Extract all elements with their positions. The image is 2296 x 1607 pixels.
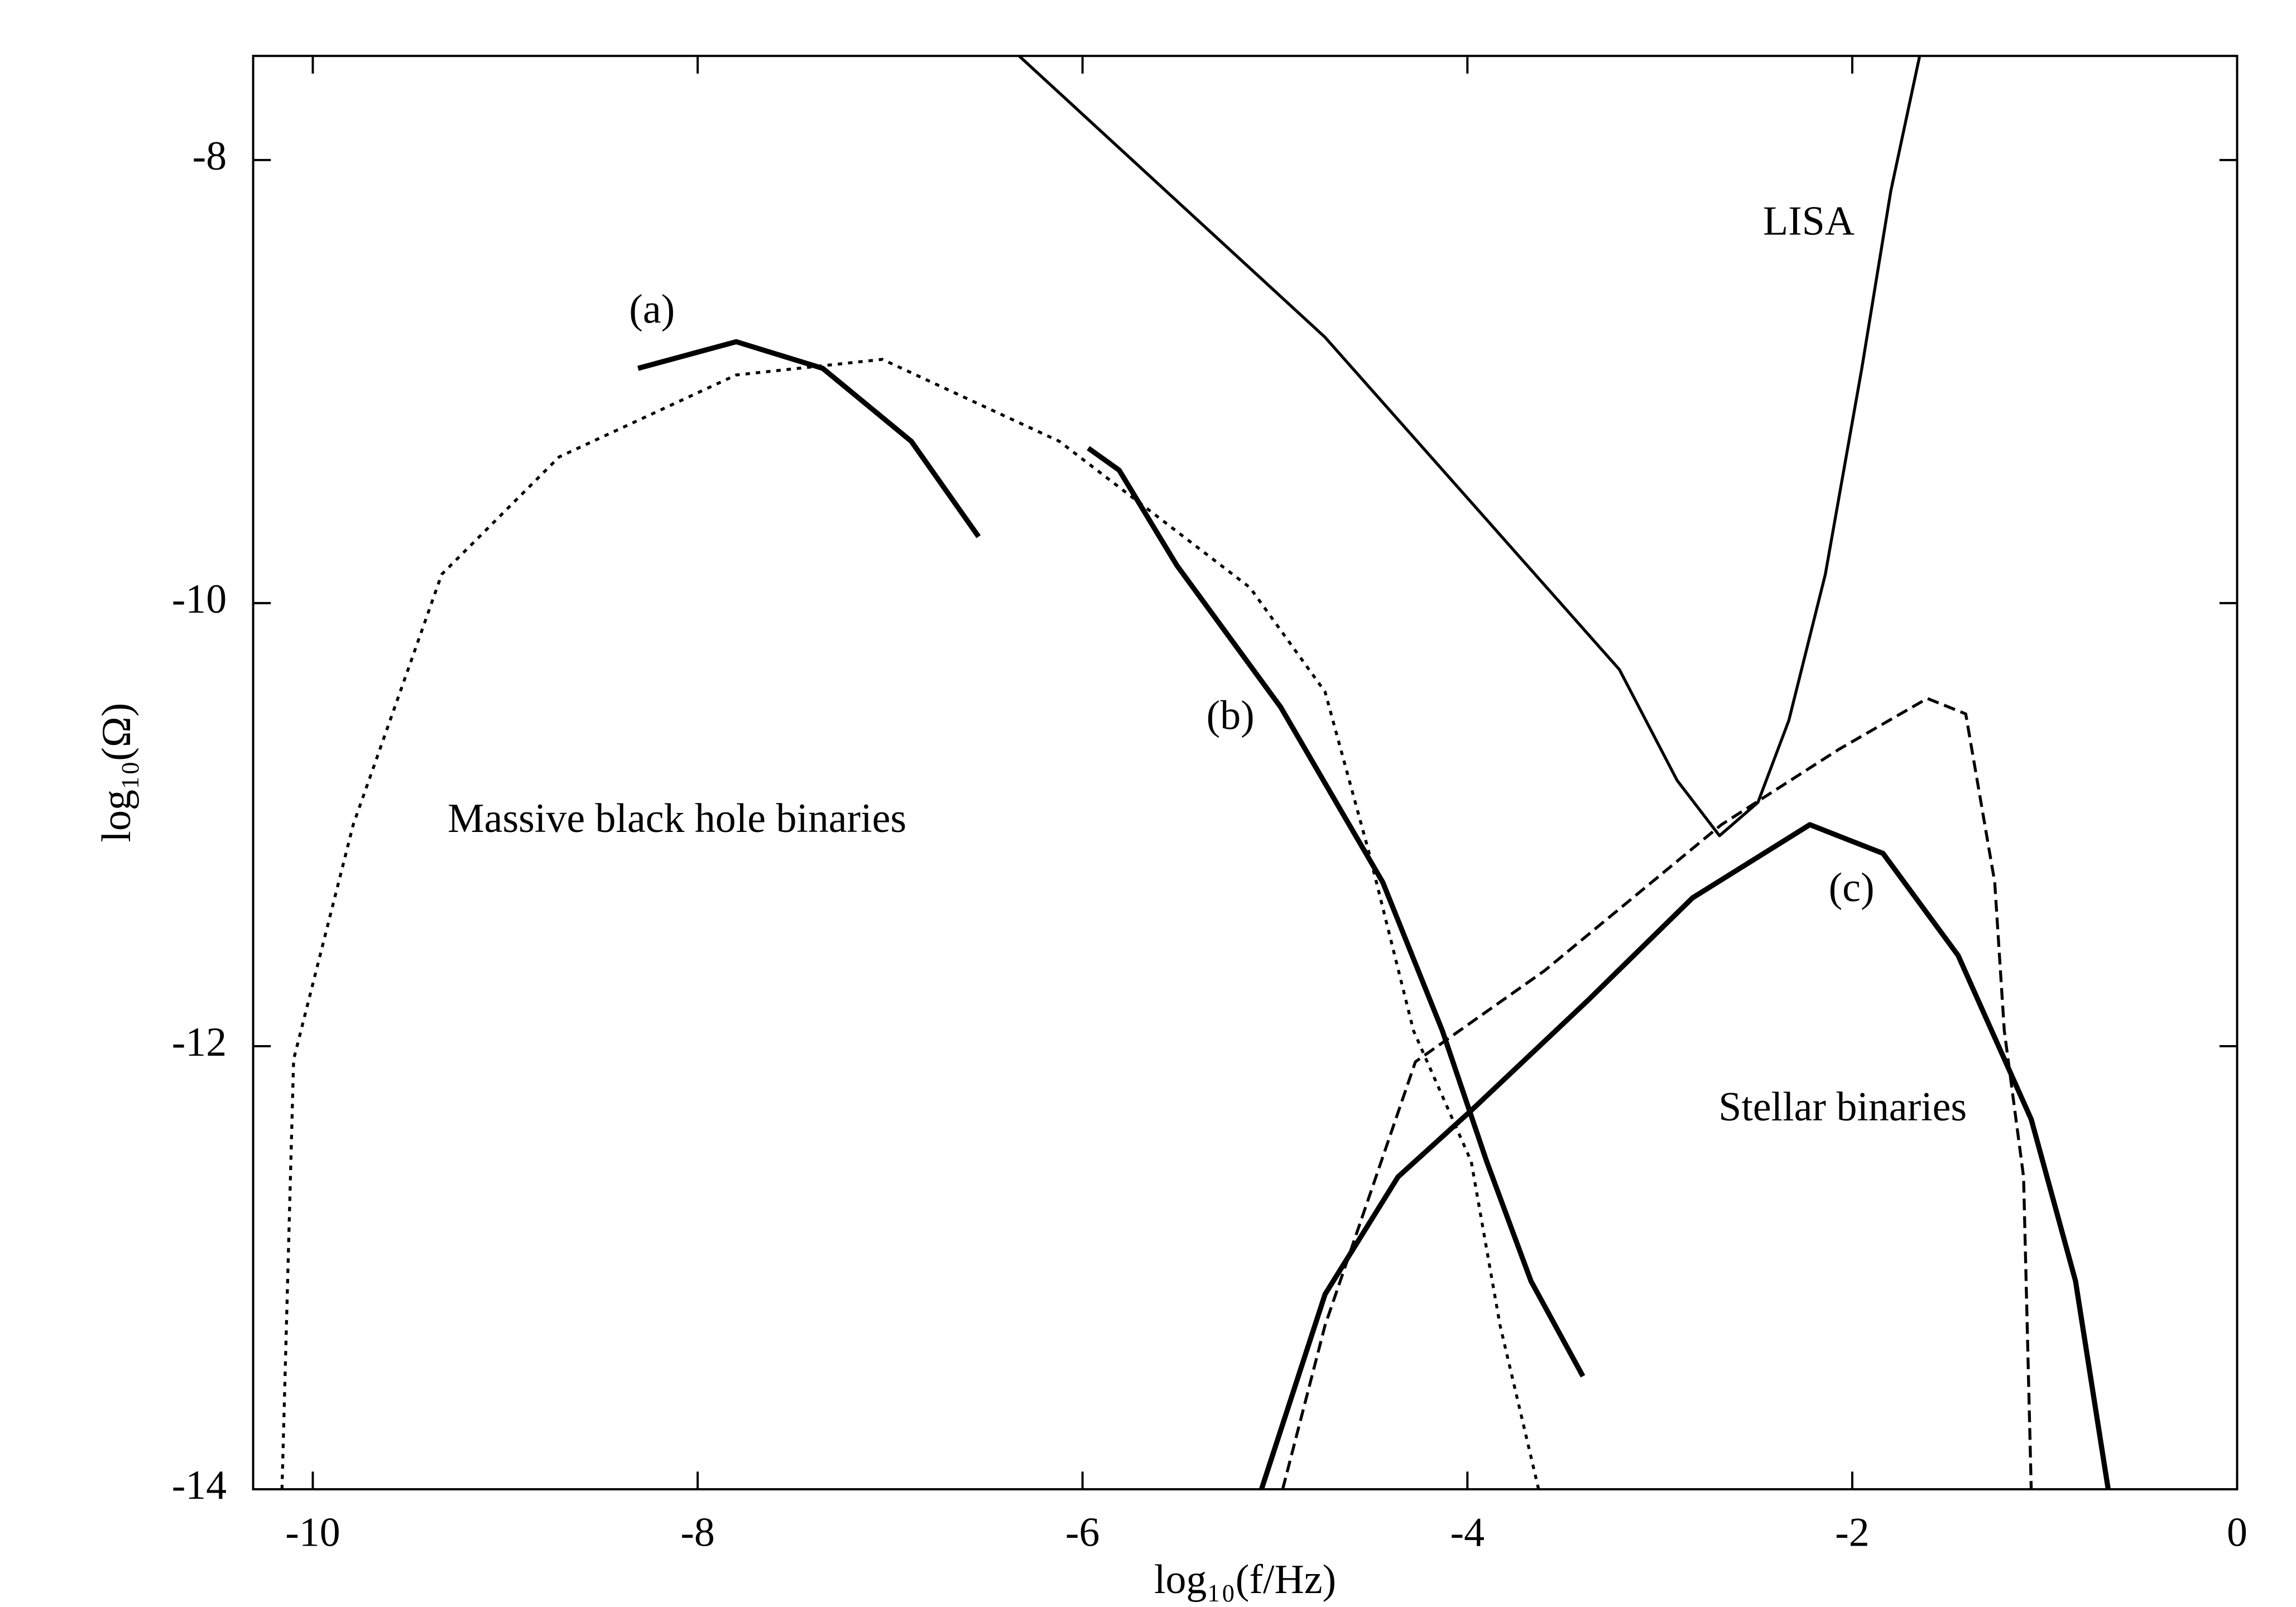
- annotation: (a): [629, 286, 675, 332]
- curve: [280, 358, 1540, 1490]
- y-axis-label: log₁₀(Ω): [93, 703, 139, 843]
- curve: [1087, 446, 1586, 1378]
- x-tick-label: -6: [1065, 1509, 1099, 1555]
- annotation: Massive black hole binaries: [448, 795, 906, 841]
- annotation: (c): [1829, 864, 1875, 910]
- annotation: Stellar binaries: [1718, 1084, 1967, 1129]
- x-axis-label: log₁₀(f/Hz): [1154, 1556, 1336, 1602]
- x-tick-label: -4: [1450, 1509, 1485, 1555]
- x-tick-label: -10: [285, 1509, 340, 1555]
- curve: [1259, 822, 2111, 1490]
- plot-frame: [252, 55, 2239, 1490]
- x-tick-label: 0: [2227, 1509, 2247, 1555]
- y-tick-label: -14: [172, 1462, 227, 1508]
- y-tick-label: -8: [193, 133, 227, 179]
- curve: [637, 339, 981, 538]
- annotation: (b): [1207, 692, 1255, 738]
- curve: [1281, 697, 2033, 1490]
- x-tick-label: -2: [1835, 1509, 1869, 1555]
- y-tick-label: -10: [172, 576, 227, 622]
- annotation: LISA: [1763, 198, 1855, 243]
- y-tick-label: -12: [172, 1019, 227, 1065]
- curve: [1018, 56, 1922, 838]
- x-tick-label: -8: [680, 1509, 714, 1555]
